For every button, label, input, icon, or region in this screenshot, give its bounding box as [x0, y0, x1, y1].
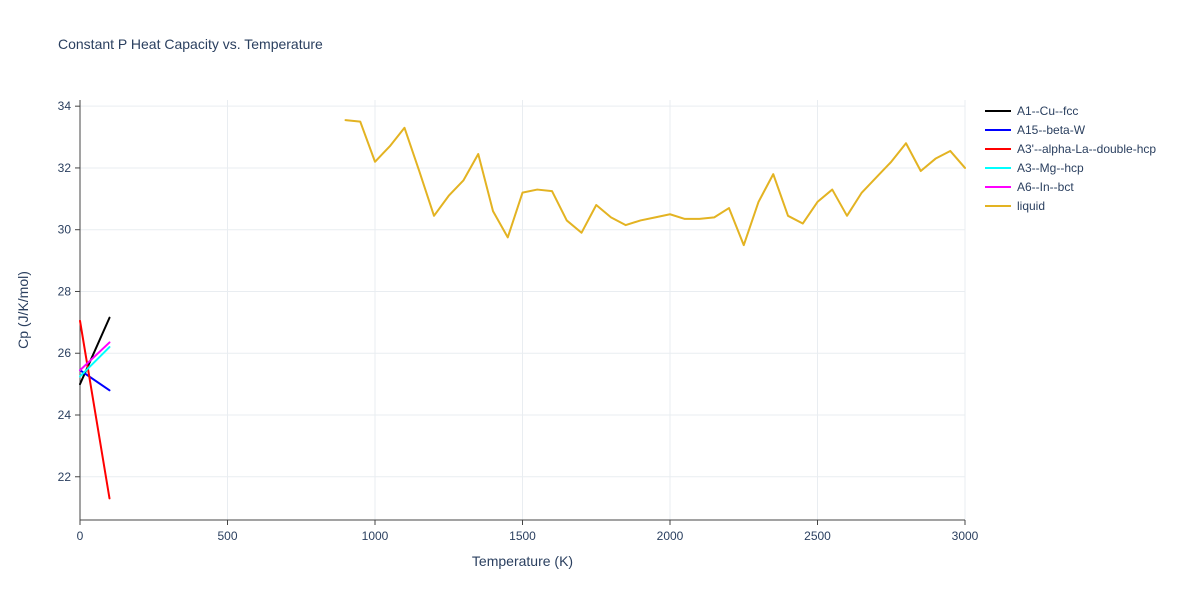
- y-tick-label: 30: [58, 223, 72, 237]
- legend-label: A1--Cu--fcc: [1017, 103, 1079, 118]
- legend-item-A1--Cu--fcc[interactable]: A1--Cu--fcc: [985, 101, 1156, 120]
- legend-label: A3'--alpha-La--double-hcp: [1017, 141, 1157, 156]
- y-axis-title: Cp (J/K/mol): [15, 271, 31, 349]
- legend-line-swatch: [985, 109, 1011, 112]
- legend-line-swatch: [985, 128, 1011, 131]
- legend: A1--Cu--fcc A15--beta-W A3'--alpha-La--dou…: [985, 101, 1156, 215]
- series-line-A15--beta-W: [79, 369, 111, 392]
- legend-line-swatch: [985, 147, 1011, 150]
- y-tick-label: 32: [58, 161, 72, 175]
- x-tick-label: 1000: [362, 529, 389, 543]
- y-tick-label: 26: [58, 346, 72, 360]
- x-tick-label: 0: [77, 529, 84, 543]
- x-tick-label: 2500: [804, 529, 831, 543]
- legend-item-A15--beta-W[interactable]: A15--beta-W: [985, 120, 1156, 139]
- legend-label: A15--beta-W: [1017, 122, 1086, 137]
- chart-title: Constant P Heat Capacity vs. Temperature: [58, 36, 323, 52]
- x-tick-label: 2000: [657, 529, 684, 543]
- y-tick-label: 22: [58, 470, 72, 484]
- y-tick-label: 34: [58, 99, 72, 113]
- legend-line-swatch: [985, 185, 1011, 188]
- series-line-liquid: [344, 119, 966, 247]
- x-tick-label: 500: [217, 529, 237, 543]
- series-line-A3'--alpha-La--double-hcp: [79, 319, 111, 500]
- legend-item-A3'--alpha-La--double-hcp[interactable]: A3'--alpha-La--double-hcp: [985, 139, 1156, 158]
- y-tick-label: 28: [58, 284, 72, 298]
- x-tick-label: 1500: [509, 529, 536, 543]
- legend-item-liquid[interactable]: liquid: [985, 196, 1156, 215]
- legend-label: A6--In--bct: [1017, 179, 1074, 194]
- legend-line-swatch: [985, 166, 1011, 169]
- legend-item-A3--Mg--hcp[interactable]: A3--Mg--hcp: [985, 158, 1156, 177]
- legend-label: A3--Mg--hcp: [1017, 160, 1084, 175]
- x-tick-label: 3000: [952, 529, 979, 543]
- legend-item-A6--In--bct[interactable]: A6--In--bct: [985, 177, 1156, 196]
- y-tick-label: 24: [58, 408, 72, 422]
- legend-label: liquid: [1017, 198, 1046, 213]
- series-line-A3--Mg--hcp: [79, 346, 111, 378]
- series-line-A6--In--bct: [79, 341, 111, 372]
- legend-line-swatch: [985, 204, 1011, 207]
- x-axis-title: Temperature (K): [472, 553, 573, 569]
